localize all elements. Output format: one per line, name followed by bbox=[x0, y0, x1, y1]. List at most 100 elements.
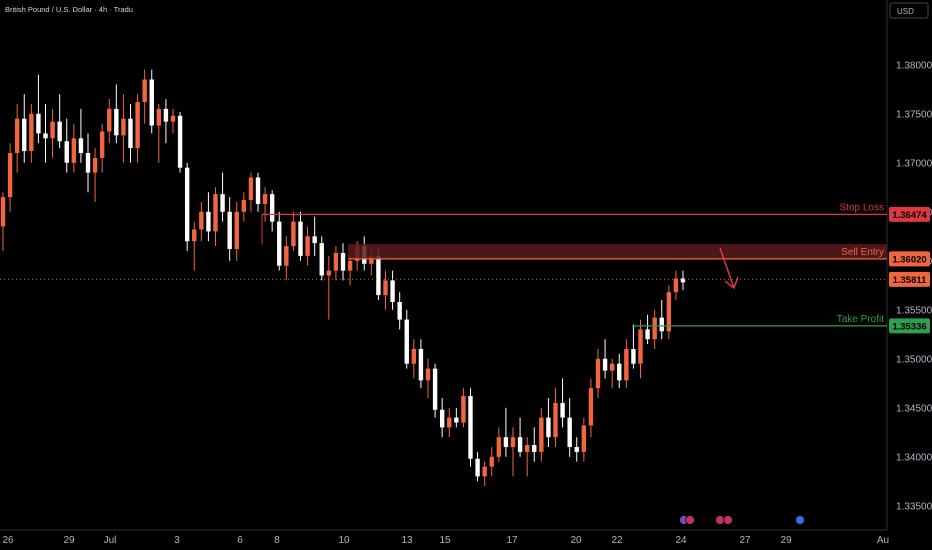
candle-body bbox=[496, 437, 502, 457]
candle-body bbox=[475, 458, 480, 477]
candle-body bbox=[609, 363, 615, 371]
candle-body bbox=[43, 133, 48, 139]
candle-body bbox=[503, 437, 509, 447]
x-tick-label: 27 bbox=[739, 535, 751, 546]
candle-body bbox=[29, 113, 34, 152]
candle-body bbox=[666, 292, 672, 332]
candle-body bbox=[305, 236, 310, 256]
x-tick-label: 15 bbox=[439, 535, 451, 546]
candle-body bbox=[213, 194, 218, 232]
candle-body bbox=[397, 301, 402, 320]
candle-body bbox=[255, 177, 261, 204]
candle-body bbox=[170, 115, 176, 122]
candle-body bbox=[546, 417, 551, 438]
candle-body bbox=[659, 317, 664, 332]
candle-body bbox=[411, 349, 417, 364]
candle-body bbox=[581, 425, 587, 452]
x-tick-label: 3 bbox=[174, 535, 180, 546]
candle-body bbox=[14, 118, 20, 153]
candle-body bbox=[177, 115, 183, 168]
candle-body bbox=[645, 329, 650, 340]
candle-body bbox=[206, 211, 211, 232]
x-tick-label: 6 bbox=[237, 535, 243, 546]
candle-body bbox=[114, 108, 119, 136]
candle-body bbox=[624, 349, 629, 381]
candle-body bbox=[567, 417, 572, 447]
candle-body bbox=[553, 402, 558, 438]
candle-body bbox=[595, 358, 601, 389]
y-tick-label: 1.34000 bbox=[896, 452, 932, 463]
candle-body bbox=[602, 358, 608, 371]
x-tick-label: 13 bbox=[401, 535, 413, 546]
event-flag-icon[interactable] bbox=[685, 515, 695, 525]
level-name-label: Sell Entry bbox=[841, 247, 884, 258]
candle-body bbox=[22, 118, 27, 152]
level-price-label: 1.36474 bbox=[892, 210, 927, 221]
candle-body bbox=[142, 79, 147, 103]
candle-body bbox=[312, 236, 317, 244]
candle-body bbox=[36, 113, 41, 134]
level-price-label: 1.35336 bbox=[892, 321, 926, 332]
y-tick-label: 1.38000 bbox=[896, 60, 932, 71]
candle-body bbox=[57, 121, 62, 142]
symbol-title: British Pound / U.S. Dollar · 4h · Tradu bbox=[5, 5, 133, 14]
x-tick-label: 29 bbox=[780, 535, 792, 546]
candle-body bbox=[184, 167, 190, 242]
candle-body bbox=[673, 278, 679, 293]
x-tick-label: 22 bbox=[611, 535, 623, 546]
candle-body bbox=[517, 437, 523, 452]
candle-body bbox=[0, 197, 6, 227]
y-tick-label: 1.33500 bbox=[896, 501, 932, 512]
candle-body bbox=[78, 138, 84, 153]
x-tick-label: 26 bbox=[2, 535, 14, 546]
candle-body bbox=[291, 221, 296, 247]
candle-body bbox=[64, 141, 69, 163]
candle-body bbox=[510, 437, 516, 447]
candle-body bbox=[298, 221, 303, 256]
candle-body bbox=[432, 368, 438, 410]
candle-body bbox=[574, 447, 579, 452]
candle-body bbox=[340, 252, 346, 271]
candle-body bbox=[468, 396, 473, 459]
down-arrow-icon bbox=[719, 247, 735, 289]
candle-body bbox=[50, 121, 55, 139]
candle-body bbox=[588, 388, 594, 426]
candle-body bbox=[347, 260, 353, 271]
candle-body bbox=[369, 255, 374, 264]
candle-body bbox=[241, 200, 247, 212]
candle-body bbox=[163, 108, 169, 122]
x-tick-label: 29 bbox=[63, 535, 75, 546]
level-price-label: 1.36020 bbox=[892, 254, 926, 265]
down-arrow-head-icon bbox=[724, 276, 739, 290]
x-tick-label: 20 bbox=[570, 535, 582, 546]
current-price-label: 1.35811 bbox=[893, 275, 928, 286]
candle-body bbox=[135, 102, 140, 149]
x-tick-label: 24 bbox=[675, 535, 687, 546]
candle-body bbox=[192, 229, 197, 242]
y-tick-label: 1.37000 bbox=[896, 158, 932, 169]
candle-body bbox=[319, 243, 324, 276]
candle-body bbox=[7, 153, 13, 198]
candle-body bbox=[269, 194, 275, 222]
level-price-tag bbox=[889, 206, 930, 222]
candle-body bbox=[617, 363, 622, 381]
candle-body bbox=[532, 445, 537, 452]
candle-body bbox=[539, 417, 544, 452]
candle-body bbox=[277, 221, 282, 266]
event-flag-icon[interactable] bbox=[723, 515, 733, 525]
level-price-tag bbox=[889, 251, 930, 267]
x-tick-label: 17 bbox=[506, 535, 518, 546]
candle-body bbox=[121, 118, 126, 136]
currency-badge[interactable] bbox=[889, 2, 929, 19]
candle-body bbox=[99, 131, 105, 158]
event-flag-icon[interactable] bbox=[795, 515, 805, 525]
y-tick-label: 1.37500 bbox=[896, 109, 932, 120]
candle-body bbox=[390, 280, 395, 302]
sell-entry-zone bbox=[348, 244, 887, 259]
x-tick-label: Au bbox=[877, 535, 889, 546]
level-price-tag bbox=[889, 318, 930, 334]
candle-body bbox=[638, 329, 643, 364]
